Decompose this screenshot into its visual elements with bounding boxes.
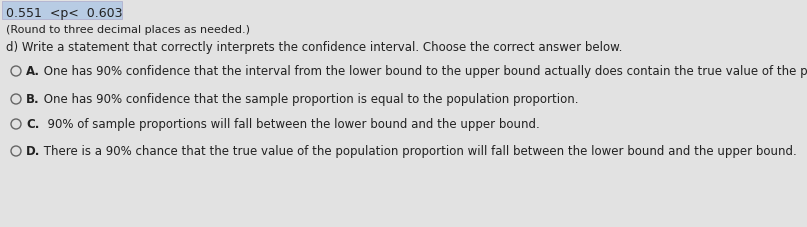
Text: A.: A. (26, 65, 40, 78)
Text: One has 90% confidence that the sample proportion is equal to the population pro: One has 90% confidence that the sample p… (40, 93, 579, 106)
FancyBboxPatch shape (2, 2, 122, 20)
Text: 90% of sample proportions will fall between the lower bound and the upper bound.: 90% of sample proportions will fall betw… (40, 118, 540, 131)
Text: There is a 90% chance that the true value of the population proportion will fall: There is a 90% chance that the true valu… (40, 145, 797, 158)
Text: D.: D. (26, 145, 40, 158)
Text: B.: B. (26, 93, 40, 106)
Text: C.: C. (26, 118, 40, 131)
Text: One has 90% confidence that the interval from the lower bound to the upper bound: One has 90% confidence that the interval… (40, 65, 807, 78)
Text: d) Write a statement that correctly interprets the confidence interval. Choose t: d) Write a statement that correctly inte… (6, 40, 622, 53)
Text: 0.551  <p<  0.603: 0.551 <p< 0.603 (6, 7, 123, 20)
Text: (Round to three decimal places as needed.): (Round to three decimal places as needed… (6, 25, 250, 35)
